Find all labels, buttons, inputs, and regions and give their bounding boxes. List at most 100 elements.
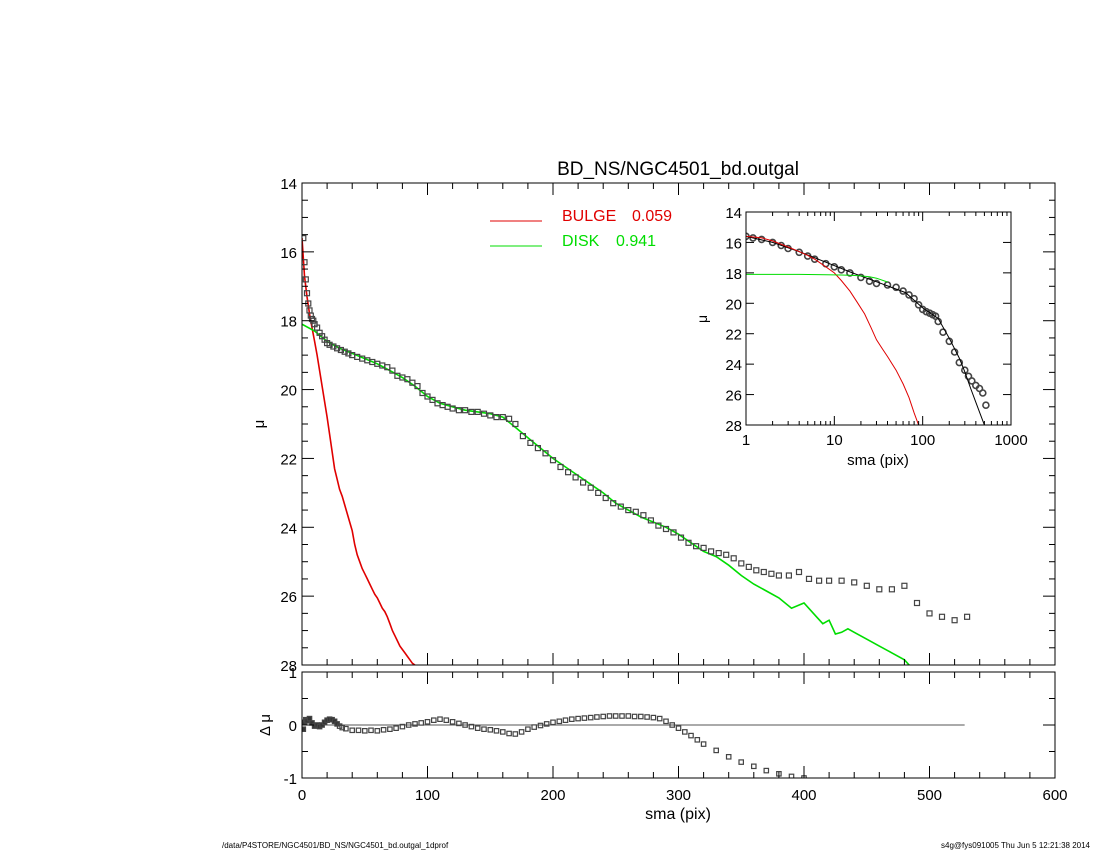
- main-data-point: [468, 408, 475, 415]
- main-line-bulge: [302, 238, 416, 665]
- residual-y-axis-label: Δ μ: [257, 714, 274, 736]
- main-data-point: [341, 348, 348, 355]
- inset-y-tick-label: 28: [725, 418, 742, 435]
- main-data-point: [851, 579, 858, 586]
- footer-user-timestamp: s4g@fys091005 Thu Jun 5 12:21:38 2014: [941, 841, 1091, 850]
- residual-point: [355, 727, 362, 734]
- legend: BULGE 0.059 DISK 0.941: [490, 208, 672, 250]
- residual-point: [543, 721, 550, 727]
- main-data-point: [647, 517, 655, 524]
- main-data-point: [785, 572, 793, 579]
- residual-point: [343, 725, 349, 732]
- main-data-point: [901, 582, 908, 589]
- main-data-point: [617, 503, 624, 510]
- residual-point: [500, 729, 506, 735]
- main-title: BD_NS/NGC4501_bd.outgal: [557, 159, 799, 180]
- residual-point: [675, 725, 682, 732]
- residual-point: [612, 713, 619, 719]
- main-data-point: [337, 346, 344, 354]
- main-data-point: [913, 599, 921, 607]
- main-data-point: [655, 522, 662, 529]
- inset-data-point: [892, 283, 900, 292]
- main-data-point: [595, 489, 602, 496]
- inset-y-tick-label: 16: [725, 235, 742, 252]
- x-tick-label: 0: [298, 787, 306, 804]
- inset-x-tick-label: 1: [742, 432, 750, 449]
- main-data-point: [815, 577, 823, 584]
- inset-y-tick-label: 14: [725, 205, 742, 222]
- main-data-point: [542, 450, 549, 457]
- inset-x-tick-label: 100: [910, 432, 935, 449]
- residual-point: [487, 726, 494, 733]
- residual-point: [405, 722, 412, 728]
- inset-data-point: [967, 377, 976, 385]
- main-data-point: [670, 529, 677, 536]
- inset-plot-area: [746, 232, 990, 425]
- residual-point: [688, 732, 694, 739]
- residual-point: [587, 714, 594, 721]
- residual-point: [418, 720, 425, 726]
- residual-point: [625, 713, 632, 719]
- main-data-point: [474, 408, 481, 415]
- main-y-tick-label: 16: [280, 245, 297, 262]
- main-plot-area: [302, 235, 971, 665]
- legend-bulge-value: 0.059: [632, 208, 672, 225]
- residual-point: [468, 723, 475, 730]
- inset-data-point: [955, 358, 964, 367]
- residual-point: [437, 716, 443, 723]
- inset-y-tick-label: 20: [725, 296, 742, 313]
- residual-point: [302, 726, 307, 733]
- x-tick-label: 300: [666, 787, 691, 804]
- residual-point: [462, 722, 468, 728]
- residual-point: [644, 714, 650, 720]
- residual-point: [594, 714, 600, 720]
- residual-point: [506, 730, 512, 737]
- main-data-point: [825, 577, 833, 584]
- main-data-point: [462, 407, 469, 414]
- main-data-point: [334, 345, 341, 352]
- residual-point: [512, 731, 519, 737]
- main-data-point: [303, 290, 311, 297]
- residual-point: [518, 729, 525, 735]
- inset-line-bulge: [746, 235, 920, 425]
- residual-point: [531, 724, 538, 730]
- main-data-point: [572, 474, 579, 481]
- legend-disk-name: DISK: [562, 233, 600, 250]
- footer-file-path: /data/P4STORE/NGC4501/BD_NS/NGC4501_bd.o…: [222, 841, 449, 850]
- main-data-point: [738, 560, 745, 567]
- inset-data-point: [978, 389, 987, 397]
- residual-point: [393, 725, 399, 732]
- main-data-point: [302, 235, 307, 242]
- main-data-point: [534, 445, 542, 452]
- residual-point: [374, 727, 381, 734]
- main-data-point: [602, 494, 609, 502]
- residual-point: [568, 716, 575, 723]
- main-data-point: [389, 367, 396, 374]
- main-data-point: [795, 568, 803, 576]
- main-line-disk: [302, 323, 911, 665]
- main-data-point: [951, 617, 958, 624]
- main-data-point: [662, 525, 670, 533]
- x-axis-label: sma (pix): [645, 806, 711, 823]
- residual-point: [456, 720, 462, 727]
- main-data-point: [677, 534, 685, 541]
- main-data-point: [512, 420, 519, 428]
- inset-ticks: 14 16 18 20 22 24 26 281 10 100 1000: [725, 205, 1027, 449]
- main-data-point: [926, 610, 933, 617]
- main-data-point: [499, 414, 506, 421]
- main-data-point: [610, 500, 617, 507]
- residual-point: [713, 747, 720, 754]
- main-data-point: [805, 575, 813, 583]
- residual-point: [525, 726, 531, 733]
- x-tick-label: 400: [791, 787, 816, 804]
- residual-point: [362, 727, 368, 734]
- main-data-point: [938, 613, 946, 620]
- main-data-point: [625, 507, 632, 514]
- main-data-point: [414, 383, 421, 390]
- inset-line-disk: [746, 273, 888, 283]
- residual-point: [637, 713, 644, 720]
- main-data-point: [775, 572, 783, 579]
- x-tick-label: 100: [415, 787, 440, 804]
- residual-point: [443, 717, 450, 724]
